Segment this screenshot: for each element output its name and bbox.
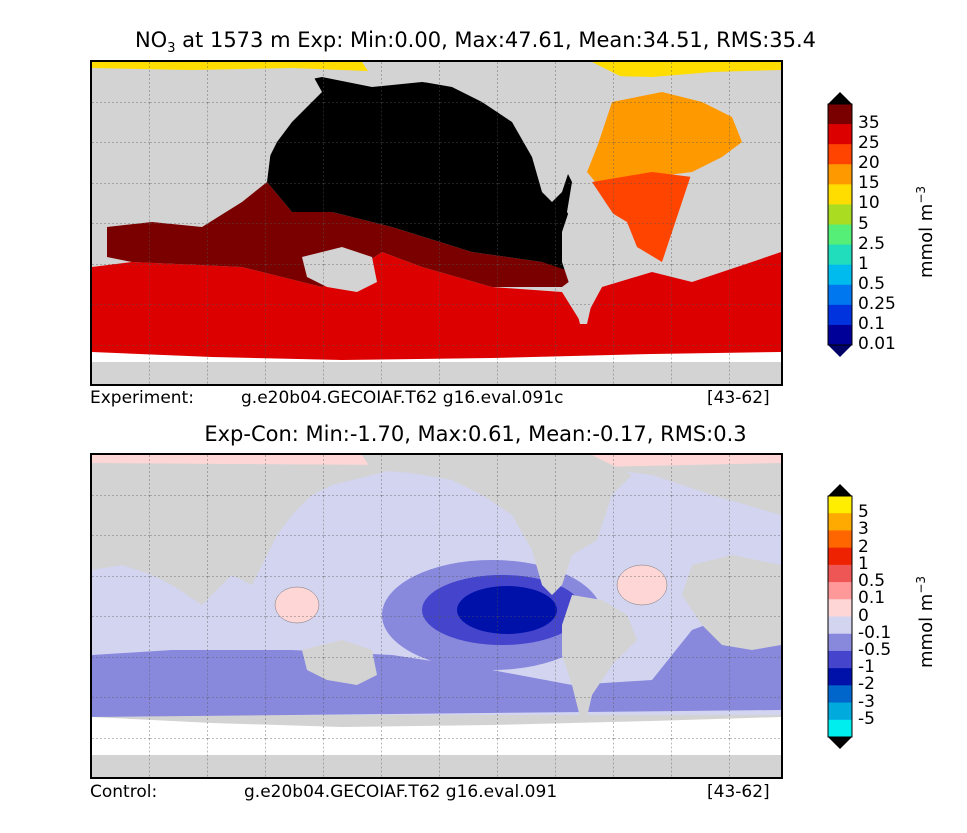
colorbar-segment	[828, 530, 852, 549]
colorbar-tick-label: 0.01	[858, 334, 896, 354]
difference-footer-label: Control:	[90, 782, 158, 802]
colorbar-segment	[828, 184, 852, 205]
colorbar-segment	[828, 324, 852, 346]
colorbar-tick-label: 25	[858, 133, 880, 154]
colorbar-segment	[828, 616, 852, 635]
colorbar-segment	[828, 244, 852, 266]
colorbar-segment	[828, 668, 852, 686]
colorbar-tick-label: 15	[858, 173, 880, 194]
colorbar-tick-label: -0.1	[858, 622, 892, 643]
colorbar-tick-label: -3	[858, 691, 875, 712]
experiment-colorbar	[827, 92, 853, 357]
experiment-footer-years: [43-62]	[707, 388, 770, 408]
colorbar-tick-label: -1	[858, 657, 875, 678]
colorbar-segment	[828, 304, 852, 326]
colorbar-segment	[828, 564, 852, 583]
colorbar-tick-label: 5	[858, 502, 869, 523]
colorbar-tick-label: -2	[858, 674, 875, 695]
colorbar-segment	[828, 104, 852, 125]
colorbar-segment	[828, 264, 852, 286]
difference-map	[90, 453, 783, 779]
colorbar-tick-label: 1	[858, 553, 869, 574]
colorbar-segment	[828, 513, 852, 531]
colorbar-outline	[827, 495, 853, 738]
colorbar-tick-label: 0.5	[858, 273, 886, 294]
colorbar-segment	[828, 144, 852, 165]
colorbar-tick-label: 2	[858, 536, 869, 557]
colorbar-segment	[828, 224, 852, 246]
graticule	[92, 62, 781, 384]
colorbar-under-arrow	[828, 737, 852, 749]
colorbar-segment	[828, 702, 852, 721]
experiment-colorbar-units: mmol m−3	[914, 185, 937, 278]
colorbar-tick-label: 0.1	[858, 588, 886, 609]
colorbar-tick-label: 3	[858, 519, 869, 540]
difference-title: Exp-Con: Min:-1.70, Max:0.61, Mean:-0.17…	[204, 422, 747, 446]
colorbar-tick-label: 2.5	[858, 233, 886, 254]
experiment-footer-label: Experiment:	[90, 388, 194, 408]
colorbar-tick-label: 10	[858, 193, 880, 214]
colorbar-under-arrow	[828, 345, 852, 357]
colorbar-outline	[827, 103, 853, 346]
colorbar-segment	[828, 685, 852, 704]
colorbar-tick-label: 20	[858, 153, 880, 174]
colorbar-over-arrow	[828, 92, 852, 104]
colorbar-segment	[828, 719, 852, 738]
colorbar-tick-label: 5	[858, 213, 869, 234]
colorbar-tick-label: 0	[858, 605, 869, 626]
graticule	[92, 455, 781, 777]
colorbar-segment	[828, 124, 852, 145]
colorbar-tick-label: 0.25	[858, 293, 896, 314]
colorbar-over-arrow	[828, 484, 852, 496]
colorbar-tick-label: 0.5	[858, 571, 886, 592]
difference-footer-case: g.e20b04.GECOIAF.T62 g16.eval.091	[244, 782, 558, 802]
colorbar-segment	[828, 633, 852, 652]
colorbar-tick-label: 35	[858, 113, 880, 134]
difference-colorbar	[827, 484, 853, 749]
colorbar-tick-label: -0.5	[858, 639, 892, 660]
colorbar-tick-label: 0.1	[858, 313, 886, 334]
colorbar-segment	[828, 204, 852, 225]
colorbar-segment	[828, 547, 852, 566]
colorbar-segment	[828, 284, 852, 306]
colorbar-tick-label: -5	[858, 708, 875, 729]
colorbar-segment	[828, 599, 852, 617]
difference-footer-years: [43-62]	[707, 782, 770, 802]
colorbar-segment	[828, 496, 852, 514]
colorbar-segment	[828, 650, 852, 669]
experiment-title: NO3 at 1573 m Exp: Min:0.00, Max:47.61, …	[134, 28, 817, 57]
colorbar-segment	[828, 582, 852, 600]
colorbar-segment	[828, 164, 852, 185]
experiment-map	[90, 60, 783, 386]
colorbar-tick-label: 1	[858, 253, 869, 274]
difference-colorbar-units: mmol m−3	[914, 575, 937, 668]
experiment-footer-case: g.e20b04.GECOIAF.T62 g16.eval.091c	[241, 388, 564, 408]
